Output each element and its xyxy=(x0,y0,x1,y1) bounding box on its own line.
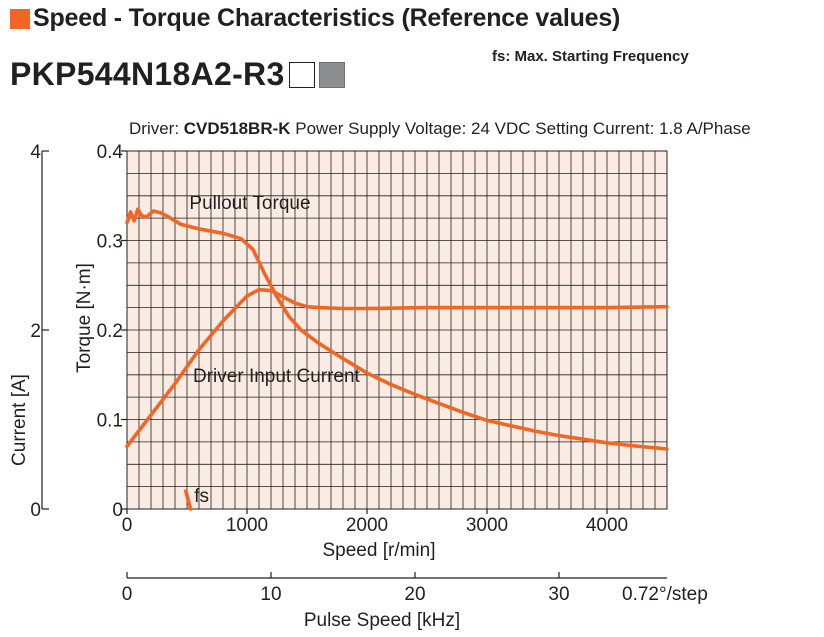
pulse-tick-label-1: 10 xyxy=(260,584,281,605)
annotation-driver-input-current: Driver Input Current xyxy=(193,366,361,387)
torque-tick-label-2: 0.2 xyxy=(97,321,123,342)
torque-tick-label-4: 0.4 xyxy=(97,142,124,163)
model-box-filled xyxy=(318,61,345,88)
fs-note: fs: Max. Starting Frequency xyxy=(492,48,689,65)
title-row: Speed - Torque Characteristics (Referenc… xyxy=(10,4,620,33)
torque-tick-label-3: 0.3 xyxy=(97,232,123,253)
title-bullet-square xyxy=(10,8,30,29)
driver-label: Driver: xyxy=(129,119,184,138)
annotation-pullout-torque: Pullout Torque xyxy=(189,193,310,214)
speed-tick-label-2: 2000 xyxy=(346,515,388,536)
conditions-text: Power Supply Voltage: 24 VDC Setting Cur… xyxy=(290,119,751,138)
current-axis-label: Current [A] xyxy=(9,374,30,466)
speed-tick-label-1: 1000 xyxy=(226,515,268,536)
current-tick-label-1: 2 xyxy=(30,321,41,342)
test-conditions: Driver: CVD518BR-K Power Supply Voltage:… xyxy=(129,119,751,139)
fs-marker xyxy=(184,489,193,511)
series-line-pullout-torque xyxy=(125,207,669,451)
driver-model: CVD518BR-K xyxy=(183,119,291,138)
step-angle-label: 0.72°/step xyxy=(622,584,708,605)
torque-tick-label-1: 0.1 xyxy=(97,411,123,432)
torque-tick-label-0: 0 xyxy=(112,500,123,521)
series-line-driver-input-current xyxy=(125,287,669,449)
model-number: PKP544N18A2-R3 xyxy=(10,56,285,92)
current-tick-label-0: 0 xyxy=(30,500,41,521)
speed-tick-label-3: 3000 xyxy=(466,515,508,536)
torque-axis-label: Torque [N·m] xyxy=(74,263,95,373)
pulse-tick-label-0: 0 xyxy=(122,584,133,605)
pulse-tick-label-3: 30 xyxy=(548,584,569,605)
current-tick-label-2: 4 xyxy=(30,142,41,163)
model-row: PKP544N18A2-R3 xyxy=(10,56,345,93)
speed-tick-label-4: 4000 xyxy=(586,515,628,536)
model-box-empty xyxy=(288,61,315,88)
speed-tick-label-0: 0 xyxy=(122,515,133,536)
annotation-fs: fs xyxy=(194,486,209,507)
speed-axis-label: Speed [r/min] xyxy=(323,540,436,561)
page-title: Speed - Torque Characteristics (Referenc… xyxy=(33,4,621,32)
chart-header: Speed - Torque Characteristics (Referenc… xyxy=(10,4,620,33)
pulse-speed-axis-label: Pulse Speed [kHz] xyxy=(304,610,460,631)
pulse-tick-label-2: 20 xyxy=(404,584,425,605)
